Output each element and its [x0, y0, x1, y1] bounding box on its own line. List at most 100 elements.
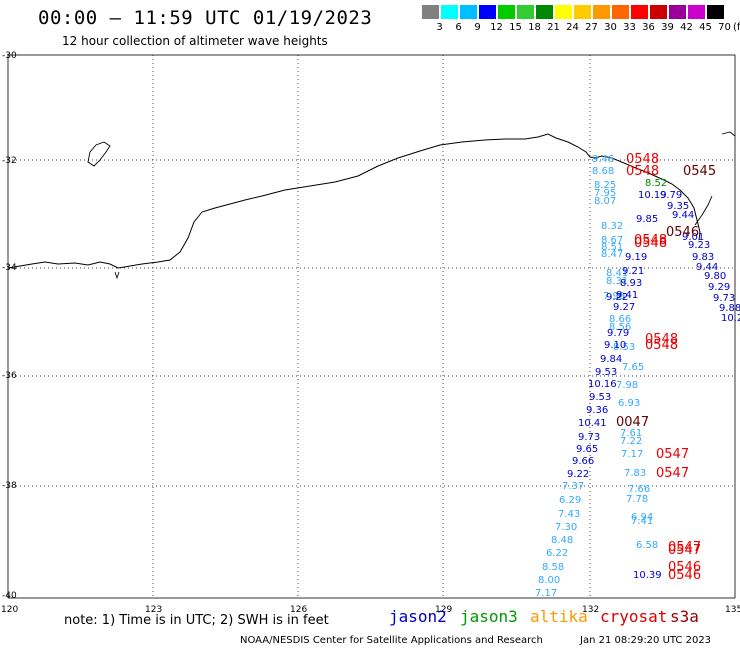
- scale-swatch: [593, 5, 610, 19]
- wave-height-label: 9.65: [576, 444, 598, 455]
- wave-height-label: 8.56: [609, 322, 631, 333]
- wave-height-label: 9.01: [682, 232, 704, 243]
- pass-time-label: 0047: [616, 415, 649, 430]
- wave-height-label: 7.22: [620, 436, 642, 447]
- wave-height-label: 8.07: [594, 196, 616, 207]
- wave-height-label: 9.36: [586, 405, 608, 416]
- wave-height-label: 9.19: [625, 252, 647, 263]
- scale-label: 9: [474, 22, 481, 33]
- wave-height-label: 8.93: [620, 278, 642, 289]
- wave-height-label: 7.37: [562, 481, 584, 492]
- wave-height-label: 7.17: [621, 449, 643, 460]
- coastline-south-australia: [7, 133, 701, 269]
- footer-note: note: 1) Time is in UTC; 2) SWH is in fe…: [64, 613, 329, 628]
- wave-height-label: 8.67: [601, 235, 623, 246]
- scale-swatch: [650, 5, 667, 19]
- wave-height-label: 6.58: [636, 540, 658, 551]
- wave-height-label: 7.83: [624, 468, 646, 479]
- wave-height-label: 9.29: [708, 282, 730, 293]
- scale-label: 33: [623, 22, 636, 33]
- wave-height-label: 6.94: [631, 512, 653, 523]
- wave-height-label: 10.19: [638, 190, 667, 201]
- footer-timestamp: Jan 21 08:29:20 UTC 2023: [580, 635, 712, 646]
- scale-swatch: [498, 5, 515, 19]
- wave-height-label: 8.41: [606, 268, 628, 279]
- wave-height-label: 7.66: [628, 484, 650, 495]
- wave-height-label: 9.53: [589, 392, 611, 403]
- wave-height-label: 10.16: [588, 379, 617, 390]
- pass-time-label: 0548: [634, 236, 667, 251]
- wave-height-label: 9.80: [704, 271, 726, 282]
- longitude-label: 120: [1, 605, 18, 615]
- pass-time-label: 0547: [668, 540, 701, 555]
- wave-height-label: 9.41: [616, 290, 638, 301]
- wave-height-label: 9.73: [578, 432, 600, 443]
- wave-height-label: 9.35: [667, 201, 689, 212]
- wave-height-label: 7.99: [603, 291, 625, 302]
- wave-height-label: 8.66: [609, 314, 631, 325]
- wave-height-label: 9.23: [688, 240, 710, 251]
- scale-swatch: [631, 5, 648, 19]
- wave-height-label: 8.52: [645, 178, 667, 189]
- longitude-label: 126: [290, 605, 307, 615]
- wave-height-label: 8.47: [601, 249, 623, 260]
- longitude-label: 129: [435, 605, 452, 615]
- wave-height-label: 8.00: [538, 575, 560, 586]
- scale-label: 18: [528, 22, 541, 33]
- scale-label: 30: [604, 22, 617, 33]
- wave-height-label: 9.83: [692, 252, 714, 263]
- longitude-label: 123: [145, 605, 162, 615]
- scale-label: 36: [642, 22, 655, 33]
- pass-time-label: 0548: [645, 332, 678, 347]
- wave-height-label: 7.41: [631, 516, 653, 527]
- wave-height-label: 9.73: [713, 293, 735, 304]
- pass-time-label: 0546: [666, 225, 699, 240]
- satellite-altika: altika: [530, 607, 588, 626]
- coastline-detail: [114, 271, 120, 280]
- satellite-jason2: jason2: [389, 607, 447, 626]
- scale-label: 42: [680, 22, 693, 33]
- pass-time-label: 0545: [683, 164, 716, 179]
- scale-swatch: [574, 5, 591, 19]
- wave-height-label: 6.22: [546, 548, 568, 559]
- pass-time-label: 0548: [626, 164, 659, 179]
- scale-label: 45: [699, 22, 712, 33]
- wave-height-label: 8.48: [551, 535, 573, 546]
- wave-height-label: 9.66: [572, 456, 594, 467]
- scale-swatch: [479, 5, 496, 19]
- wave-height-label: 7.17: [535, 588, 557, 599]
- pass-time-label: 0548: [645, 338, 678, 353]
- footer-credit: NOAA/NESDIS Center for Satellite Applica…: [240, 635, 543, 646]
- satellite-jason3: jason3: [460, 607, 518, 626]
- scale-label: 24: [566, 22, 579, 33]
- latitude-label: -36: [2, 371, 17, 381]
- scale-swatch: [536, 5, 553, 19]
- offshore-island: [87, 141, 111, 167]
- scale-label: 27: [585, 22, 598, 33]
- wave-height-label: 8.68: [592, 166, 614, 177]
- latitude-label: -30: [2, 51, 17, 61]
- wave-height-label: 10.39: [633, 570, 662, 581]
- gulf-outline: [694, 195, 713, 226]
- map-subtitle: 12 hour collection of altimeter wave hei…: [62, 34, 328, 48]
- map-title: 00:00 – 11:59 UTC 01/19/2023: [38, 7, 373, 29]
- scale-swatch: [707, 5, 724, 19]
- latitude-label: -32: [2, 156, 17, 166]
- wave-height-label: 8.58: [542, 562, 564, 573]
- map-frame: [7, 54, 736, 599]
- scale-label: 6: [455, 22, 462, 33]
- wave-height-label: 9.88: [719, 303, 740, 314]
- scale-swatch: [688, 5, 705, 19]
- scale-label: 3: [436, 22, 443, 33]
- wave-height-label: 9.85: [636, 214, 658, 225]
- wave-height-label: 9.22: [606, 292, 628, 303]
- wave-height-label: 9.27: [613, 302, 635, 313]
- satellite-s3a: s3a: [670, 607, 699, 626]
- wave-height-label: 6.93: [618, 398, 640, 409]
- wave-height-label: 7.43: [558, 509, 580, 520]
- scale-label: 21: [547, 22, 560, 33]
- wave-height-label: 9.79: [660, 190, 682, 201]
- scale-swatch: [555, 5, 572, 19]
- pass-time-label: 0546: [668, 560, 701, 575]
